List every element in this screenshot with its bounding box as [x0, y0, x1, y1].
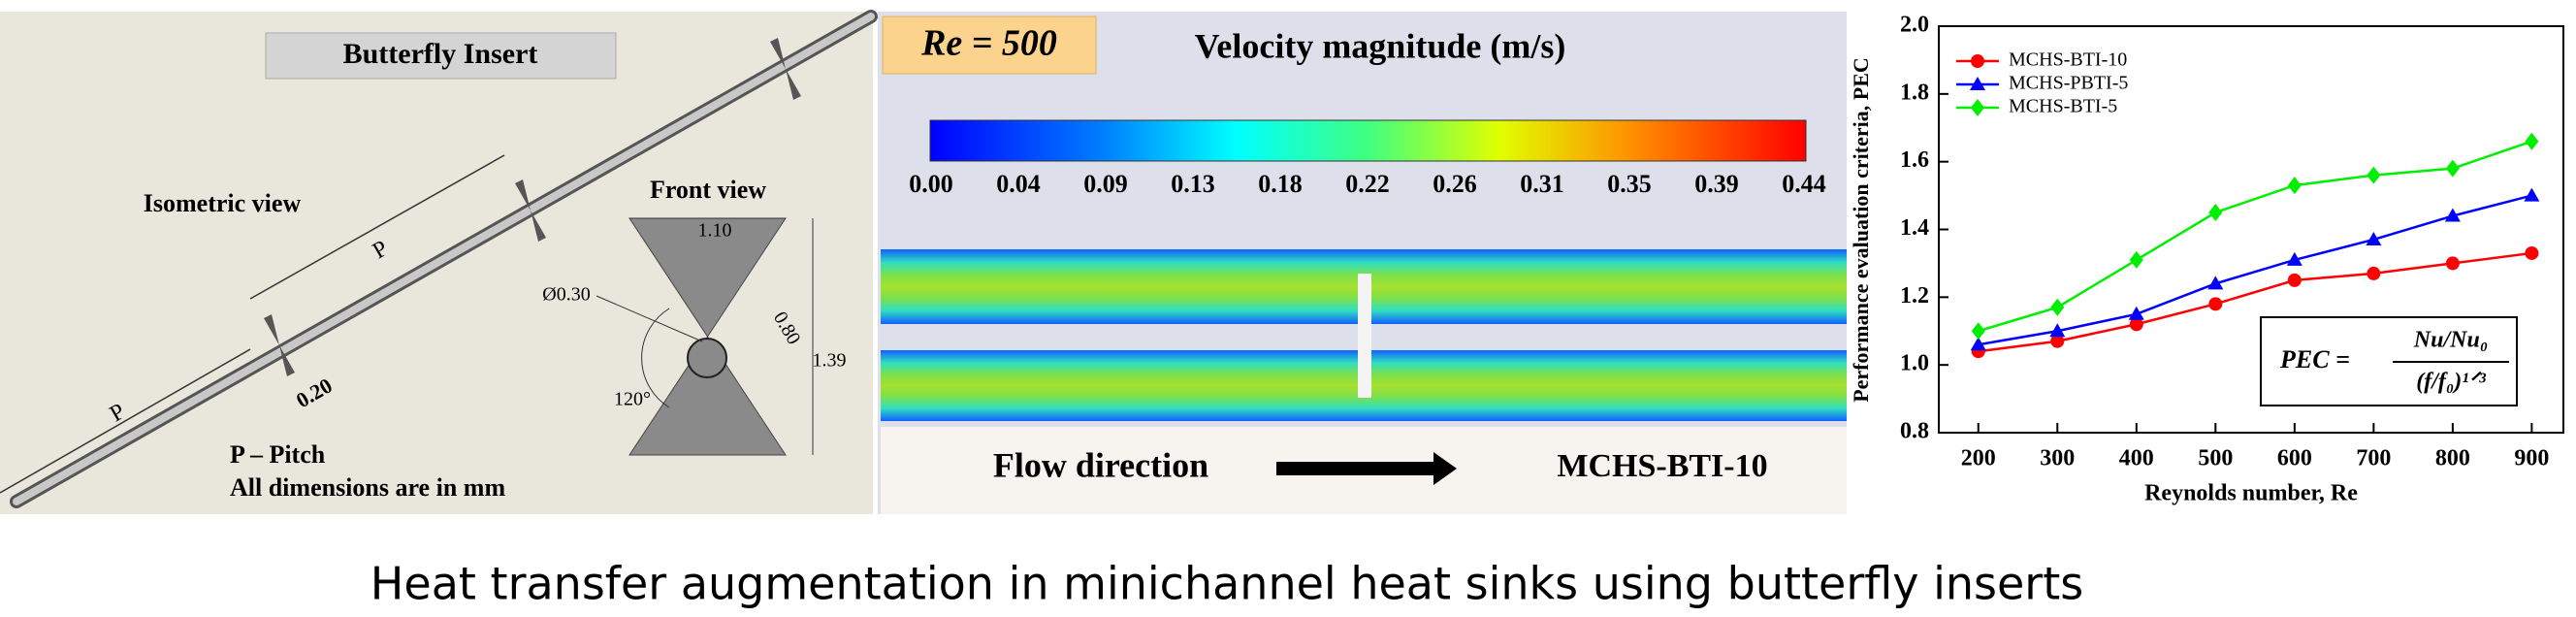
x-tick-label: 900	[2514, 446, 2549, 471]
y-tick-label: 1.2	[1900, 283, 1929, 308]
panel-title: Butterfly Insert	[343, 38, 538, 70]
x-tick-label: 500	[2198, 446, 2233, 471]
marker	[2367, 166, 2381, 184]
marker	[2524, 187, 2540, 202]
re-label: Re = 500	[920, 23, 1057, 64]
dim-label: 1.10	[698, 220, 732, 242]
dim-label: Ø0.30	[542, 284, 590, 306]
legend-marker	[1971, 99, 1984, 116]
x-tick-label: 700	[2356, 446, 2391, 471]
re-box	[882, 16, 1097, 75]
colorbar-ticks: 0.00 0.04 0.09 0.13 0.18 0.22 0.26 0.31 0.35 0.39…	[909, 170, 1826, 198]
middle-panel: Re = 500 Velocity magnitude (m/s) 0.00 0.…	[878, 12, 1847, 514]
insert	[264, 314, 295, 376]
series-line	[1978, 140, 2532, 333]
legend-label: MCHS-BTI-5	[2009, 96, 2117, 117]
y-axis-title: Performance evaluation criteria, PEC	[1849, 57, 1873, 403]
caption: Heat transfer augmentation in minichanne…	[370, 558, 2083, 610]
marker	[2287, 177, 2302, 195]
colorbar-tick-label: 0.31	[1520, 170, 1564, 198]
dim-label: 120°	[614, 389, 651, 410]
marker	[2128, 306, 2144, 320]
colorbar-tick-label: 0.18	[1258, 170, 1303, 198]
dim-line	[249, 154, 505, 300]
angle-arc	[641, 308, 670, 408]
series-line	[1978, 251, 2532, 353]
marker	[2050, 334, 2065, 348]
marker	[1971, 322, 1985, 341]
marker	[2129, 250, 2143, 269]
marker	[2445, 159, 2460, 178]
dim-line	[0, 348, 251, 494]
insert	[770, 38, 801, 100]
x-axis-title: Reynolds number, Re	[2144, 481, 2358, 506]
colorbar-tick-label: 0.35	[1607, 170, 1652, 198]
y-tick-label: 1.6	[1900, 147, 1929, 173]
left-panel: Butterfly Insert P P 0.20 Isometric view…	[0, 10, 878, 514]
y-tick-label: 0.8	[1900, 419, 1929, 444]
view-label: Isometric view	[144, 189, 302, 217]
legend-marker	[1970, 77, 1985, 90]
title-box	[265, 32, 617, 80]
colorbar-tick-label: 0.09	[1083, 170, 1128, 198]
insert	[515, 179, 546, 242]
rod-highlight	[13, 13, 875, 505]
flow-arrow	[1276, 452, 1457, 485]
note: P – Pitch	[230, 440, 326, 469]
series-line	[1978, 194, 2532, 346]
colorbar-tick-label: 0.22	[1345, 170, 1390, 198]
legend-marker	[1971, 54, 1984, 68]
x-tick-label: 300	[2040, 446, 2075, 471]
marker	[2366, 231, 2382, 245]
colorbar-tick-label: 0.13	[1171, 170, 1215, 198]
marker	[2129, 317, 2143, 332]
marker	[2050, 298, 2065, 316]
colorbar-tick-label: 0.39	[1694, 170, 1739, 198]
colorbar-tick-label: 0.04	[996, 170, 1041, 198]
colorbar-tick-label: 0.26	[1433, 170, 1477, 198]
formula-denominator: (f/f₀)¹ᐟ³	[2416, 370, 2486, 395]
legend-label: MCHS-PBTI-5	[2009, 73, 2128, 94]
marker	[2049, 323, 2066, 338]
marker	[2287, 273, 2302, 287]
marker	[2207, 276, 2224, 290]
marker	[2208, 204, 2223, 222]
view-label: Front view	[650, 176, 766, 204]
legend-label: MCHS-BTI-10	[2009, 49, 2127, 71]
note: All dimensions are in mm	[230, 473, 505, 502]
colorbar	[929, 119, 1807, 162]
insert	[1358, 274, 1371, 398]
hole	[687, 338, 727, 378]
formula-lhs: PEC =	[2279, 345, 2350, 373]
marker	[2445, 256, 2460, 271]
panel-title: Velocity magnitude (m/s)	[1195, 26, 1566, 65]
y-tick-label: 1.8	[1900, 80, 1929, 105]
x-tick-label: 200	[1961, 446, 1996, 471]
case-label: MCHS-BTI-10	[1557, 448, 1767, 484]
y-tick-label: 2.0	[1900, 13, 1929, 38]
marker	[2525, 132, 2539, 150]
x-tick-label: 400	[2119, 446, 2154, 471]
formula-numerator: Nu/Nu₀	[2413, 328, 2488, 353]
marker	[1970, 337, 1986, 351]
marker	[2208, 297, 2223, 311]
chart: Performance evaluation criteria, PEC Rey…	[1849, 13, 2564, 506]
flow-label: Flow direction	[993, 445, 1208, 484]
colorbar-tick-label: 0.00	[909, 170, 953, 198]
marker	[2367, 266, 2381, 280]
dim-label: 1.39	[813, 350, 847, 372]
marker	[2286, 251, 2302, 266]
marker	[2444, 208, 2461, 222]
colorbar-tick-label: 0.44	[1782, 170, 1826, 198]
y-tick-label: 1.4	[1900, 215, 1929, 241]
leader	[596, 295, 703, 342]
marker	[2525, 245, 2539, 260]
y-tick-label: 1.0	[1900, 351, 1929, 376]
x-tick-label: 800	[2435, 446, 2470, 471]
x-tick-label: 600	[2277, 446, 2312, 471]
